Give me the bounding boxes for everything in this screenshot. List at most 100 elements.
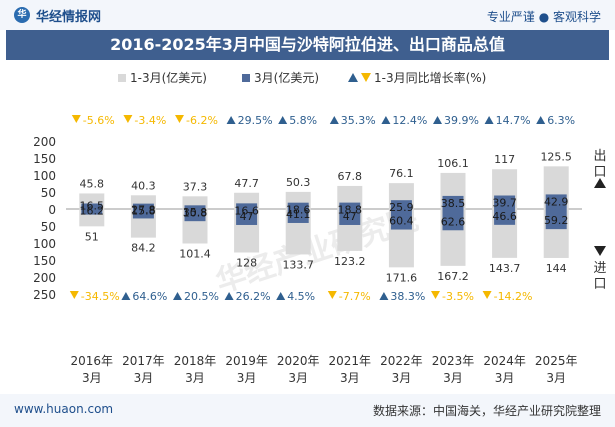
import-growth-label: -14.2% [494, 290, 533, 303]
export-march-bar [339, 202, 361, 209]
export-growth-down-icon [175, 115, 184, 123]
legend-label-march: 3月(亿美元) [254, 70, 319, 85]
export-cumulative-label: 125.5 [540, 150, 572, 163]
y-tick-label: 150 [33, 254, 56, 268]
import-march-bar [236, 209, 258, 225]
x-tick-label-year: 2018年 [174, 354, 217, 368]
import-side-label-2: 口 [593, 277, 606, 292]
import-march-bar [184, 209, 206, 222]
y-tick-label: 50 [41, 186, 56, 200]
export-march-label: 16.6 [234, 204, 259, 217]
y-tick-label: 100 [33, 169, 56, 183]
import-march-bar [132, 209, 154, 219]
import-march-label: 35.8 [183, 206, 208, 219]
export-march-bar [236, 203, 258, 209]
import-growth-up-icon [224, 292, 234, 300]
x-tick-label-year: 2017年 [122, 354, 165, 368]
export-growth-up-icon [278, 116, 288, 124]
import-march-bar [390, 209, 412, 230]
import-march-bar [287, 209, 309, 223]
export-growth-label: -3.4% [134, 114, 166, 127]
import-growth-down-icon [69, 291, 79, 299]
export-march-label: 16.2 [80, 204, 105, 217]
export-growth-up-icon [329, 116, 339, 124]
export-cumulative-label: 106.1 [437, 157, 469, 170]
import-cumulative-label: 84.2 [131, 242, 156, 255]
import-down-arrow-icon [594, 246, 606, 256]
legend-label-growth: 1-3月同比增长率(%) [374, 70, 486, 85]
x-tick-label-year: 2023年 [432, 354, 475, 368]
export-growth-up-icon [433, 116, 442, 124]
export-march-label: 38.5 [441, 197, 466, 210]
export-march-label: 18.8 [338, 204, 363, 217]
export-growth-label: 6.3% [547, 114, 575, 127]
export-march-bar [81, 203, 103, 209]
x-tick-label-month: 3月 [185, 371, 205, 385]
export-cumulative-label: 37.3 [183, 180, 208, 193]
import-growth-label: -3.5% [442, 290, 474, 303]
x-tick-label-month: 3月 [392, 371, 412, 385]
import-march-bar [494, 209, 516, 225]
import-cumulative-label: 133.7 [282, 258, 314, 271]
import-growth-up-icon [379, 292, 389, 300]
export-growth-up-icon [381, 116, 391, 124]
brand-name: 华经情报网 [36, 9, 102, 25]
import-march-bar [442, 209, 464, 231]
x-tick-label-month: 3月 [443, 371, 463, 385]
export-growth-up-icon [536, 116, 546, 124]
import-growth-label: -34.5% [81, 290, 120, 303]
legend-label-cumulative: 1-3月(亿美元) [130, 70, 207, 85]
brand-logo-icon: 华 [14, 7, 30, 23]
brand: 华 华经情报网 [14, 6, 102, 25]
export-cumulative-label: 67.8 [338, 170, 363, 183]
import-cumulative-label: 101.4 [179, 247, 211, 260]
export-march-label: 10.8 [183, 206, 208, 219]
import-growth-up-icon [121, 292, 131, 300]
export-march-bar [442, 195, 464, 209]
export-growth-up-icon [226, 116, 236, 124]
export-march-bar [545, 194, 567, 209]
x-tick-label-year: 2025年 [535, 354, 578, 368]
x-tick-label-year: 2022年 [380, 354, 423, 368]
export-march-bar [184, 205, 206, 209]
import-march-bar [81, 209, 103, 215]
export-cumulative-label: 76.1 [389, 167, 414, 180]
x-tick-label-month: 3月 [495, 371, 515, 385]
y-tick-label: 100 [33, 237, 56, 251]
import-march-label: 46.6 [492, 210, 517, 223]
import-cumulative-label: 128 [236, 257, 257, 270]
import-growth-down-icon [431, 291, 440, 299]
export-march-label: 15.8 [131, 205, 156, 218]
import-growth-up-icon [276, 292, 286, 300]
x-tick-label-month: 3月 [340, 371, 360, 385]
legend-swatch-march [242, 74, 250, 82]
y-tick-label: 250 [33, 288, 56, 302]
x-tick-label-year: 2016年 [71, 354, 114, 368]
import-growth-label: 26.2% [236, 290, 271, 303]
import-side-label-1: 进 [593, 261, 606, 276]
export-growth-label: 12.4% [392, 114, 427, 127]
export-cumulative-label: 50.3 [286, 176, 311, 189]
import-cumulative-label: 143.7 [489, 262, 521, 275]
export-cumulative-label: 47.7 [234, 177, 259, 190]
x-tick-label-year: 2020年 [277, 354, 320, 368]
export-growth-up-icon [484, 116, 494, 124]
import-growth-label: 20.5% [184, 290, 219, 303]
legend-swatch-cumulative [118, 74, 126, 82]
import-march-label: 27.8 [131, 203, 156, 216]
export-growth-down-icon [71, 115, 81, 123]
export-march-label: 18.6 [286, 204, 311, 217]
export-march-label: 42.9 [544, 195, 569, 208]
import-march-bar [545, 209, 567, 230]
import-cumulative-label: 144 [546, 262, 567, 275]
y-tick-label: 50 [41, 220, 56, 234]
import-growth-up-icon [173, 292, 182, 300]
import-growth-label: 38.3% [390, 290, 425, 303]
export-march-bar [494, 195, 516, 209]
export-side-label-2: 口 [593, 165, 606, 180]
x-tick-label-month: 3月 [237, 371, 257, 385]
export-cumulative-label: 40.3 [131, 179, 156, 192]
import-march-bar [339, 209, 361, 225]
x-tick-label-month: 3月 [546, 371, 566, 385]
import-growth-label: 4.5% [287, 290, 315, 303]
